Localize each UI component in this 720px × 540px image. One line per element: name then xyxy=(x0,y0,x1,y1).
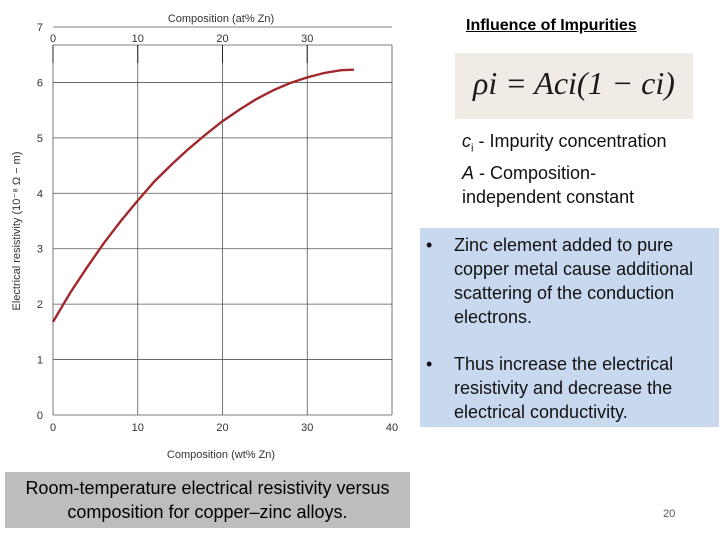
definitions: ci - Impurity concentration A - Composit… xyxy=(462,129,712,209)
grid-lines xyxy=(52,26,393,416)
bullet-text: Zinc element added to pure copper metal … xyxy=(454,235,694,327)
y-tick-label: 2 xyxy=(37,299,43,311)
a-definition: A - Composition- xyxy=(462,161,712,185)
x-tick-label: 0 xyxy=(50,422,56,434)
bullet-item: • Zinc element added to pure copper meta… xyxy=(426,233,716,329)
slide-title: Influence of Impurities xyxy=(466,17,637,34)
ci-text: - Impurity concentration xyxy=(478,131,667,151)
top-tick-label: 0 xyxy=(50,33,56,45)
y-tick-label: 5 xyxy=(37,133,43,145)
figure-caption: Room-temperature electrical resistivity … xyxy=(5,472,410,528)
bullet-text: Thus increase the electrical resistivity… xyxy=(454,354,674,422)
page-number: 20 xyxy=(663,508,676,520)
y-tick-label: 1 xyxy=(37,355,43,367)
ci-definition: ci - Impurity concentration xyxy=(462,129,712,161)
y-tick-label: 3 xyxy=(37,244,43,256)
a-definition-cont: independent constant xyxy=(462,186,635,207)
info-box: • Zinc element added to pure copper meta… xyxy=(420,228,719,427)
ci-subscript: i xyxy=(471,142,474,155)
x-tick-label: 30 xyxy=(301,422,313,434)
y-axis-label: Electrical resistivity (10⁻⁸ Ω − m) xyxy=(11,152,23,311)
y-tick-label: 6 xyxy=(37,77,43,89)
y-tick-label: 0 xyxy=(37,410,43,422)
x-axis-label: Composition (wt% Zn) xyxy=(167,449,275,461)
top-tick-label: 10 xyxy=(132,33,144,45)
x-tick-label: 10 xyxy=(132,422,144,434)
a-symbol: A xyxy=(462,162,475,183)
y-tick-label: 4 xyxy=(37,188,43,200)
resistivity-curve xyxy=(51,68,354,323)
ci-symbol: c xyxy=(462,131,471,151)
bullet-item: • Thus increase the electrical resistivi… xyxy=(426,352,716,424)
formula-box: ρi = Aci(1 − ci) xyxy=(455,53,693,119)
y-tick-label: 7 xyxy=(37,22,43,34)
top-axis-label: Composition (at% Zn) xyxy=(168,13,274,25)
resistivity-formula: ρi = Aci(1 − ci) xyxy=(473,65,675,101)
bullet-dot: • xyxy=(426,235,433,255)
top-tick-label: 30 xyxy=(301,33,313,45)
x-tick-label: 40 xyxy=(386,422,398,434)
bullet-dot: • xyxy=(426,354,433,374)
a-text: - Composition- xyxy=(479,162,597,183)
x-tick-label: 20 xyxy=(216,422,228,434)
top-tick-label: 20 xyxy=(216,33,228,45)
